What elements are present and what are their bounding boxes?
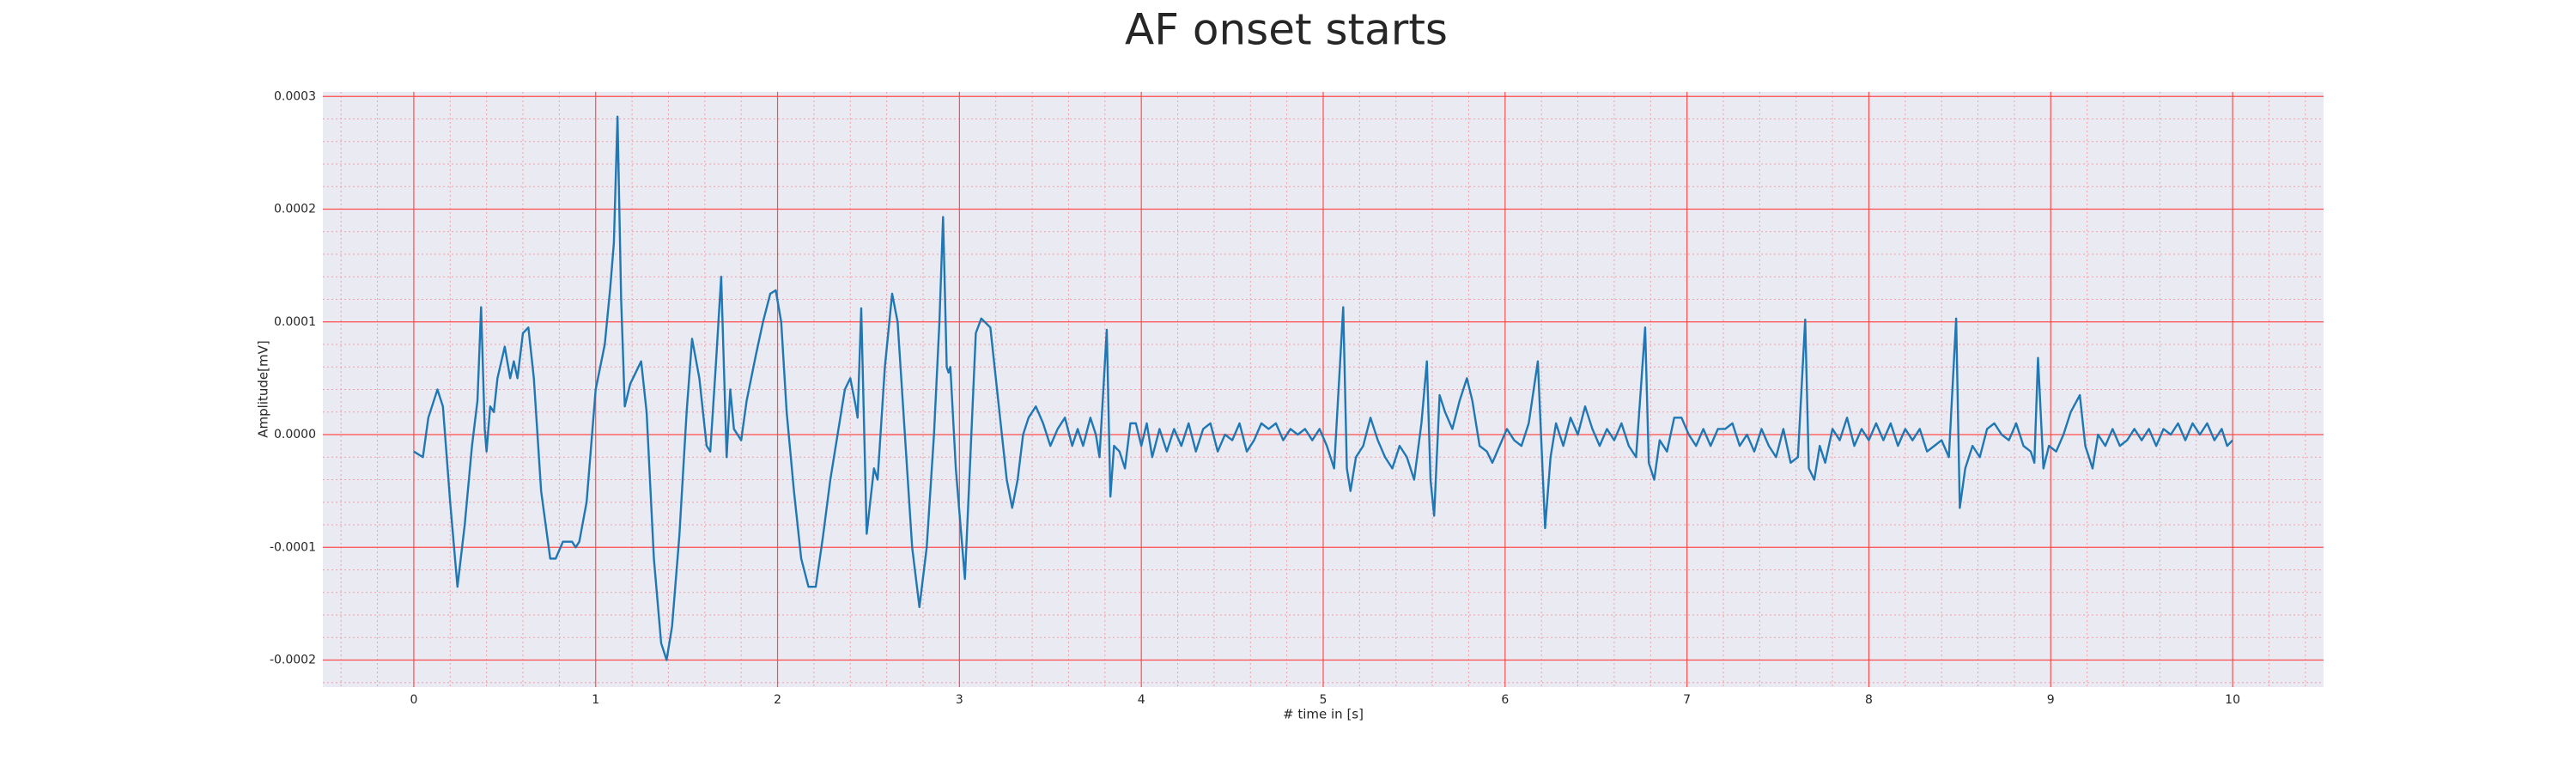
y-tick-label: 0.0002 [274,203,316,216]
x-tick-label: 6 [1501,693,1509,707]
y-tick-label: 0.0001 [274,315,316,329]
grid [323,92,2324,687]
y-tick-label: 0.0000 [274,428,316,441]
y-tick-label: -0.0001 [270,540,316,554]
x-tick-label: 0 [410,693,417,707]
labels: 0 1 2 3 4 5 6 7 8 9 10 -0.0002 -0.0001 0.0000 0.0001 0.… [270,89,2240,707]
x-tick-label: 9 [2047,693,2055,707]
x-tick-label: 7 [1683,693,1691,707]
y-axis-label: Amplitude[mV] [256,340,271,437]
marks [413,115,2233,661]
x-tick-label: 10 [2225,693,2240,707]
signal-line [413,115,2233,661]
x-tick-label: 1 [592,693,599,707]
x-tick-label: 2 [774,693,781,707]
chart-title: AF onset starts [1125,5,1448,55]
x-tick-label: 5 [1320,693,1327,707]
y-tick-label: 0.0003 [274,89,316,103]
x-tick-label: 8 [1865,693,1873,707]
y-tick-label: -0.0002 [270,654,316,667]
x-tick-label: 4 [1138,693,1145,707]
x-axis-label: # time in [s] [1283,707,1364,722]
x-tick-label: 3 [956,693,963,707]
